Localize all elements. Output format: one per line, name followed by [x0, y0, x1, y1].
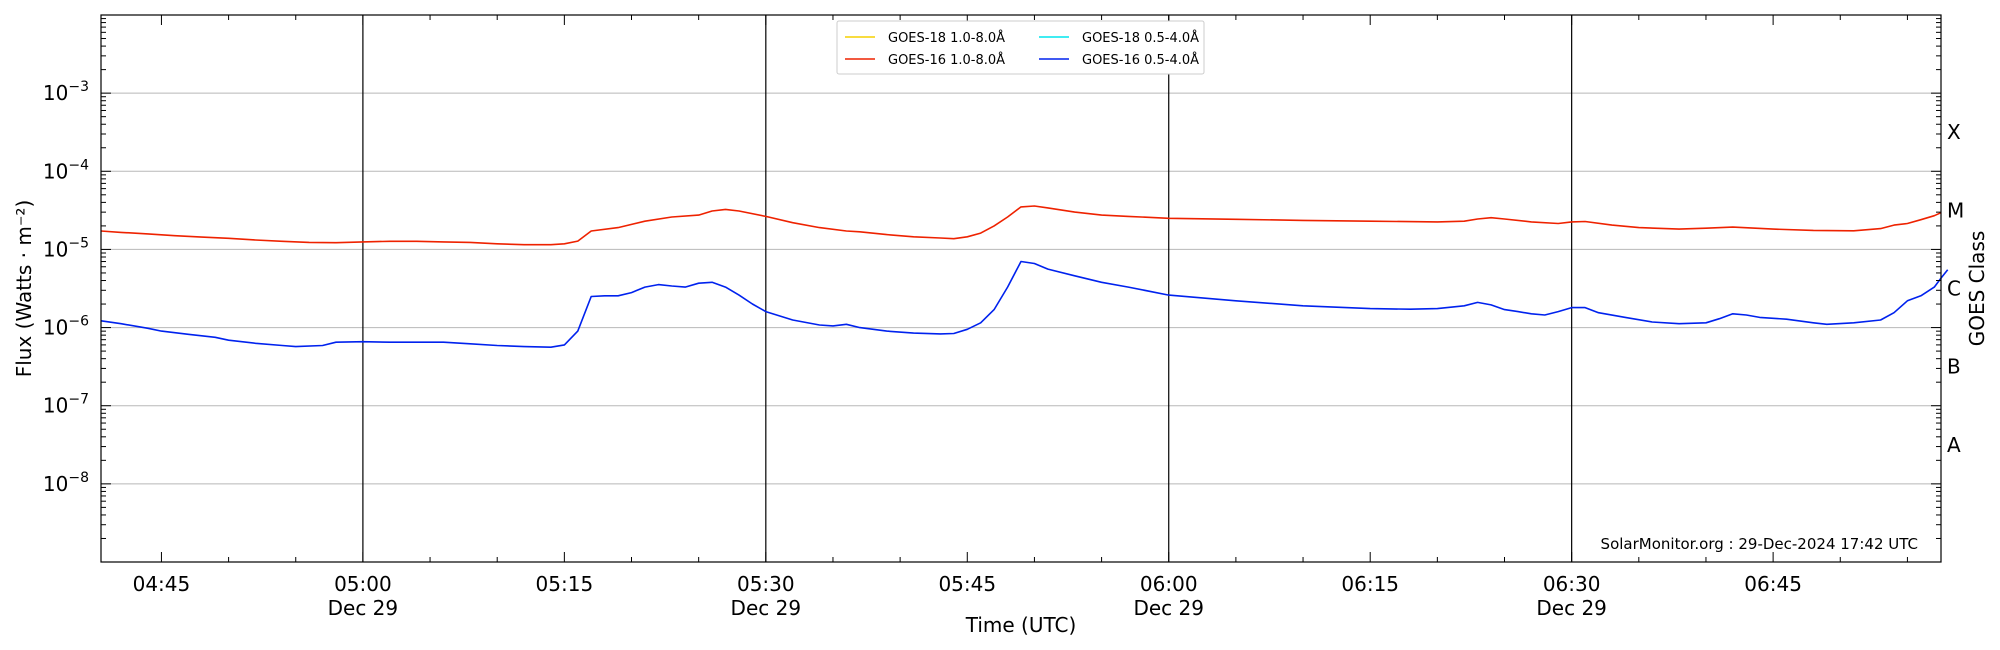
x-tick-sublabel: Dec 29	[328, 596, 399, 620]
y-tick-label: 10−3	[43, 79, 89, 105]
x-tick-label: 06:00	[1140, 572, 1198, 596]
series-layer	[100, 205, 1949, 348]
legend-box	[836, 20, 1205, 75]
x-tick-label: 05:30	[737, 572, 795, 596]
y-tick-label: 10−5	[43, 235, 89, 261]
legend-label: GOES-18 1.0-8.0Å	[888, 30, 1005, 46]
goes-class-label: M	[1947, 198, 1964, 222]
y-tick-label: 10−4	[43, 157, 89, 183]
x-tick-label: 05:15	[536, 572, 594, 596]
x-tick-sublabel: Dec 29	[731, 596, 802, 620]
legend-label: GOES-16 1.0-8.0Å	[888, 52, 1005, 68]
x-axis-title: Time (UTC)	[965, 613, 1077, 637]
legend: GOES-18 1.0-8.0Å GOES-18 0.5-4.0Å GOES-16 …	[836, 20, 1205, 75]
legend-label: GOES-16 0.5-4.0Å	[1082, 52, 1199, 68]
goes-class-label: C	[1947, 277, 1961, 301]
goes-class-label: X	[1947, 120, 1961, 144]
series-line-1	[100, 260, 1949, 348]
x-tick-label: 04:45	[133, 572, 191, 596]
right-axis-title: GOES Class	[1965, 231, 1989, 347]
plot-area-frame	[100, 14, 1942, 563]
x-tick-label: 06:45	[1744, 572, 1802, 596]
x-tick-label: 05:00	[334, 572, 392, 596]
goes-class-label: A	[1947, 433, 1961, 457]
y-tick-label: 10−7	[43, 392, 89, 418]
x-tick-label: 06:15	[1341, 572, 1399, 596]
y-tick-label: 10−6	[43, 314, 89, 340]
series-line-0	[100, 205, 1942, 246]
goes-class-label: B	[1947, 355, 1961, 379]
y-axis-title: Flux (Watts · m⁻²)	[12, 200, 36, 378]
x-tick-sublabel: Dec 29	[1133, 596, 1204, 620]
grid-layer	[101, 15, 1941, 562]
credit-text: SolarMonitor.org : 29-Dec-2024 17:42 UTC	[1601, 535, 1918, 553]
legend-label: GOES-18 0.5-4.0Å	[1082, 30, 1199, 46]
x-tick-sublabel: Dec 29	[1536, 596, 1607, 620]
y-tick-label: 10−8	[43, 470, 89, 496]
x-tick-label: 06:30	[1543, 572, 1601, 596]
x-tick-label: 05:45	[938, 572, 996, 596]
